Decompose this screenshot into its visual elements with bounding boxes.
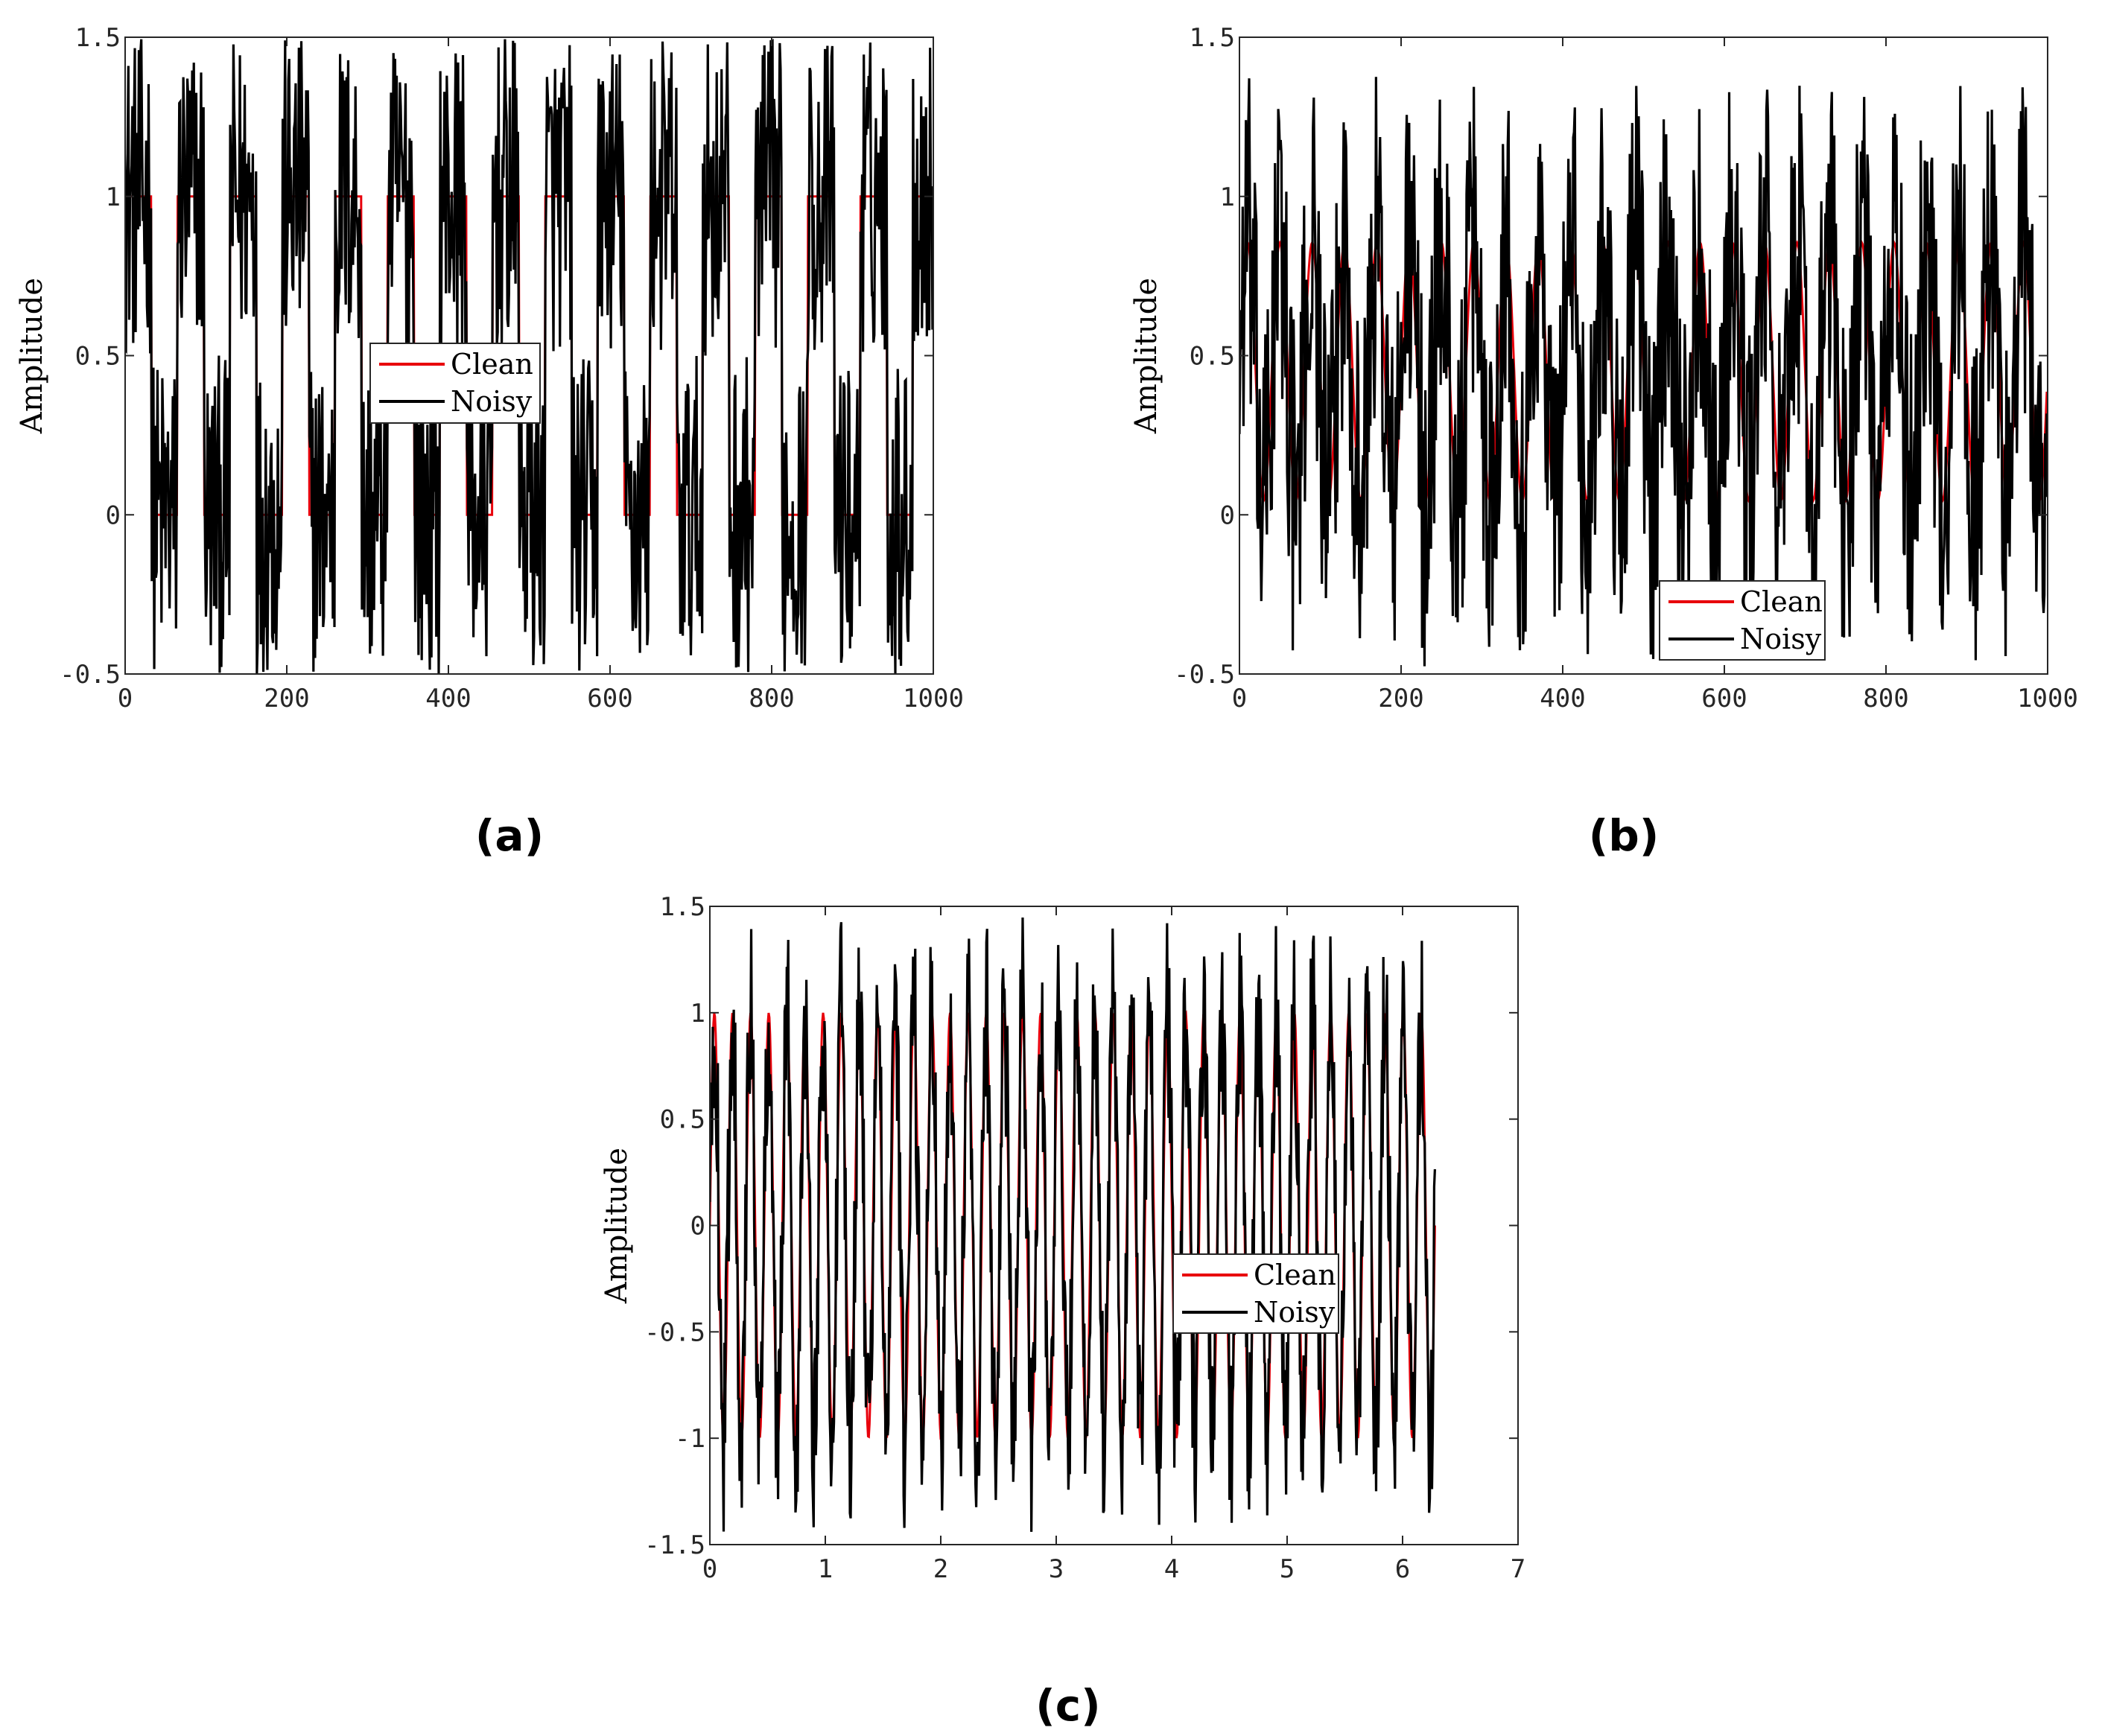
y-tick-label: 1 bbox=[106, 182, 121, 212]
x-tick-label: 400 bbox=[1540, 684, 1585, 713]
legend-label-clean: Clean bbox=[451, 348, 533, 381]
x-tick-label: 800 bbox=[1863, 684, 1908, 713]
y-axis-label: Amplitude bbox=[600, 1148, 634, 1304]
panel-label: (a) bbox=[475, 810, 544, 861]
panel-label: (b) bbox=[1589, 810, 1660, 861]
series-line-noisy bbox=[710, 918, 1436, 1532]
legend: Clean Noisy bbox=[1659, 580, 1826, 661]
y-tick-label: 1.5 bbox=[1190, 23, 1235, 53]
y-tick-label: 0 bbox=[106, 500, 121, 530]
legend: Clean Noisy bbox=[369, 343, 541, 424]
series-line-noisy bbox=[125, 38, 933, 674]
x-tick-label: 1000 bbox=[903, 684, 964, 713]
x-tick-label: 4 bbox=[1164, 1554, 1179, 1584]
x-tick-label: 0 bbox=[1232, 684, 1247, 713]
x-tick-label: 3 bbox=[1049, 1554, 1064, 1584]
x-tick-label: 800 bbox=[749, 684, 794, 713]
x-tick-label: 2 bbox=[933, 1554, 948, 1584]
y-tick-label: 0.5 bbox=[75, 342, 121, 372]
legend-label-clean: Clean bbox=[1254, 1259, 1336, 1291]
x-tick-label: 1 bbox=[818, 1554, 833, 1584]
legend-box bbox=[1172, 1253, 1339, 1334]
x-tick-label: 0 bbox=[702, 1554, 717, 1584]
y-tick-label: -1 bbox=[675, 1424, 705, 1454]
y-tick-label: 1 bbox=[1220, 182, 1235, 212]
x-tick-label: 200 bbox=[1378, 684, 1423, 713]
y-tick-label: 1.5 bbox=[75, 23, 121, 53]
chart-panel-b: 0 200 400 600 800 1000-0.500.511.5AmplitudeCl… bbox=[1129, 23, 2078, 861]
x-tick-label: 0 bbox=[118, 684, 133, 713]
legend-label-noisy: Noisy bbox=[451, 385, 533, 418]
legend-label-noisy: Noisy bbox=[1254, 1296, 1336, 1329]
y-tick-label: 1 bbox=[690, 999, 705, 1028]
legend-label-noisy: Noisy bbox=[1740, 623, 1822, 655]
legend: Clean Noisy bbox=[1172, 1253, 1339, 1334]
y-tick-label: 0 bbox=[1220, 500, 1235, 530]
y-tick-label: -0.5 bbox=[644, 1317, 705, 1347]
plot-area bbox=[125, 38, 933, 674]
panel-label: (c) bbox=[1035, 1680, 1100, 1731]
series-line-noisy bbox=[1239, 77, 2048, 667]
y-tick-label: 0.5 bbox=[1190, 342, 1235, 372]
x-tick-label: 200 bbox=[264, 684, 309, 713]
y-tick-label: -1.5 bbox=[644, 1530, 705, 1560]
plot-area bbox=[710, 918, 1436, 1532]
y-axis-label: Amplitude bbox=[15, 278, 49, 434]
x-tick-label: 6 bbox=[1395, 1554, 1410, 1584]
x-tick-label: 7 bbox=[1511, 1554, 1525, 1584]
y-axis-label: Amplitude bbox=[1129, 278, 1163, 434]
y-tick-label: -0.5 bbox=[60, 660, 121, 690]
y-tick-label: 1.5 bbox=[660, 892, 705, 922]
x-tick-label: 1000 bbox=[2017, 684, 2078, 713]
legend-label-clean: Clean bbox=[1740, 585, 1823, 618]
y-tick-label: 0 bbox=[690, 1212, 705, 1241]
chart-panel-c: 0 1 2 3 4 5 6 7 -1.5 -1 -0.5 0 0.5 1 1.5 Amplitude Clean… bbox=[600, 892, 1525, 1731]
y-tick-label: -0.5 bbox=[1174, 660, 1235, 690]
x-tick-label: 5 bbox=[1280, 1554, 1295, 1584]
plot-area bbox=[1239, 77, 2048, 667]
x-tick-label: 600 bbox=[1701, 684, 1747, 713]
y-tick-label: 0.5 bbox=[660, 1105, 705, 1135]
legend-box bbox=[369, 343, 541, 424]
legend-box bbox=[1659, 580, 1826, 661]
x-tick-label: 400 bbox=[425, 684, 471, 713]
x-tick-label: 600 bbox=[587, 684, 632, 713]
